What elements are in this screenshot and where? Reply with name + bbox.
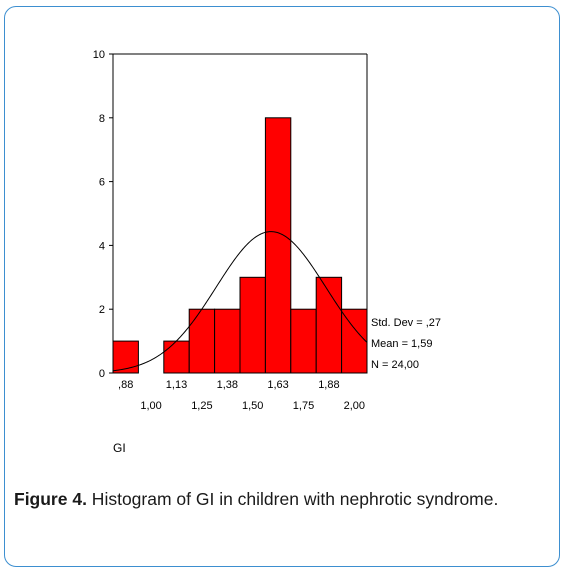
axes-layer: [109, 53, 368, 374]
y-tick-labels: 0 2 4 6 8 10: [93, 49, 105, 380]
figure-caption: Figure 4. Histogram of GI in children wi…: [14, 486, 534, 512]
histogram-bar: [315, 276, 343, 374]
x-tick-label: 1,13: [166, 379, 187, 391]
stat-line: N = 24,00: [371, 359, 419, 371]
x-tick-label: 1,50: [242, 400, 263, 412]
bars-layer: [112, 117, 368, 374]
caption-label: Figure 4.: [14, 489, 87, 509]
y-tick-label: 6: [99, 177, 105, 189]
x-tick-label: ,88: [118, 379, 133, 391]
x-tick-labels: ,88 1,00 1,13 1,25 1,38 1,50 1,63 1,75 1,88 2,00: [118, 379, 365, 412]
histogram-bar: [163, 340, 190, 374]
histogram-bar: [239, 276, 266, 374]
stats-legend: Std. Dev = ,27 Mean = 1,59 N = 24,00: [371, 317, 441, 371]
y-tick-label: 2: [99, 304, 105, 316]
normal-curve: [112, 231, 368, 372]
x-tick-label: 2,00: [344, 400, 365, 412]
y-tick-label: 4: [99, 240, 105, 252]
histogram-bar: [214, 308, 241, 374]
x-tick-label: 1,63: [267, 379, 288, 391]
histogram-chart: 0 2 4 6 8 10 ,88 1,00 1,13 1,25 1,38 1,50 1,63 1,75 1…: [93, 49, 441, 455]
x-tick-label: 1,88: [318, 379, 339, 391]
histogram-bar: [264, 117, 292, 374]
x-tick-label: 1,00: [140, 400, 161, 412]
histogram-bar: [112, 340, 139, 374]
y-tick-label: 10: [93, 49, 105, 61]
curve-layer: [112, 231, 368, 372]
y-tick-label: 0: [99, 368, 105, 380]
histogram-bar: [188, 308, 216, 374]
x-tick-label: 1,38: [217, 379, 238, 391]
stat-line: Std. Dev = ,27: [371, 317, 441, 329]
x-tick-label: 1,75: [293, 400, 314, 412]
histogram-bar: [341, 308, 368, 374]
y-tick-label: 8: [99, 113, 105, 125]
caption-text: Histogram of GI in children with nephrot…: [86, 489, 499, 509]
stat-line: Mean = 1,59: [371, 338, 432, 350]
x-axis-label: GI: [113, 441, 126, 455]
x-tick-label: 1,25: [191, 400, 212, 412]
histogram-bar: [290, 308, 317, 374]
